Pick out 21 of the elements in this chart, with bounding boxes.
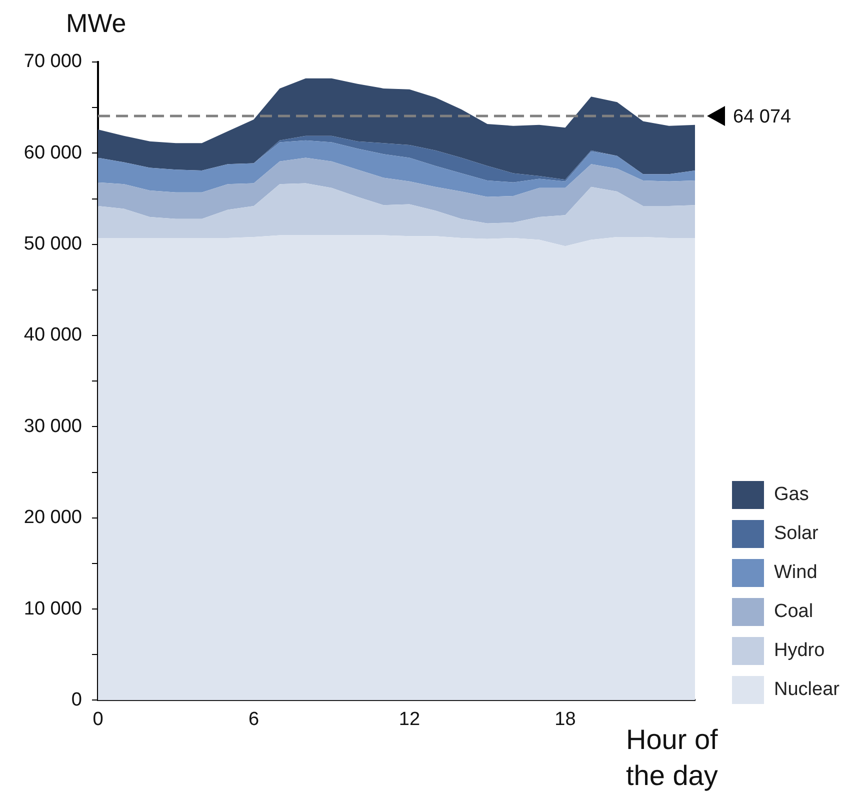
- y-tick-label: 70 000: [24, 51, 82, 72]
- legend-label: Solar: [774, 522, 818, 544]
- y-tick-label: 10 000: [24, 598, 82, 620]
- x-axis-title: Hour of the day: [626, 723, 719, 793]
- x-tick-label: 18: [554, 708, 576, 730]
- y-tick-label: 60 000: [24, 142, 82, 164]
- y-tick-label: 0: [71, 689, 82, 710]
- x-tick-label: 0: [92, 708, 104, 730]
- legend-label: Wind: [774, 562, 818, 584]
- y-tick-label: 20 000: [24, 507, 82, 528]
- y-tick-label: 30 000: [24, 416, 82, 437]
- y-tick-label: 50 000: [24, 234, 82, 255]
- y-tick-label: 40 000: [24, 324, 82, 346]
- y-axis-title: MWe: [66, 8, 126, 39]
- x-tick-label: 12: [398, 708, 420, 730]
- ref-line-label: 64 074: [733, 106, 792, 128]
- legend-label: Nuclear: [774, 678, 840, 700]
- x-tick-label: 6: [248, 708, 260, 730]
- legend-label: Hydro: [774, 640, 825, 662]
- legend-label: Gas: [774, 484, 809, 506]
- legend-label: Coal: [774, 600, 814, 622]
